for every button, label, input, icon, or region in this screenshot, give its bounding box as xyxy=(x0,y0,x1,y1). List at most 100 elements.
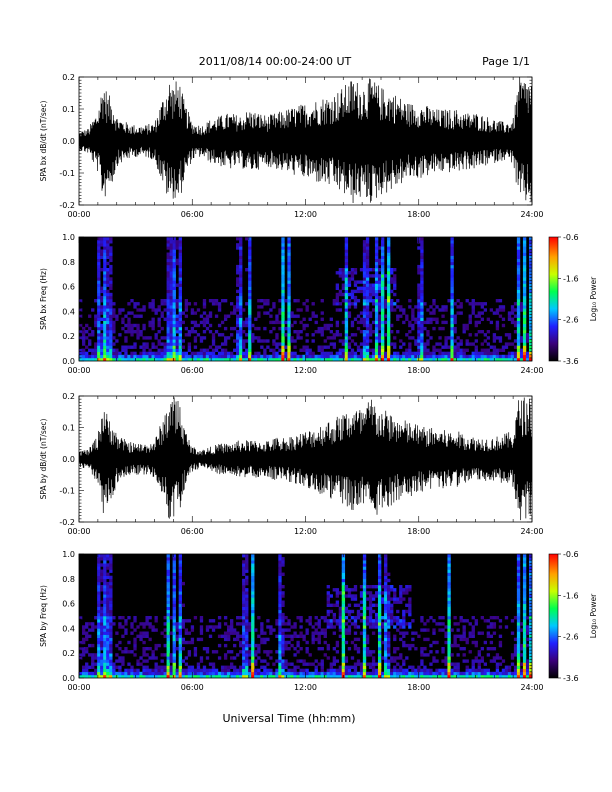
spectrogram-cell xyxy=(362,289,367,294)
spectrogram-cell xyxy=(278,628,282,632)
spectrogram-cell xyxy=(528,606,532,611)
spectrogram-cell xyxy=(350,357,355,361)
spectrogram-cell xyxy=(486,330,491,334)
spectrogram-cell xyxy=(326,326,330,331)
spectrogram-cell xyxy=(411,671,415,676)
spectrogram-cell xyxy=(145,634,149,638)
spectrogram-cell xyxy=(308,653,312,657)
spectrogram-cell xyxy=(278,647,282,651)
spectrogram-cell xyxy=(242,637,246,642)
spectrogram-cell xyxy=(432,659,436,663)
spectrogram-cell xyxy=(151,671,155,676)
spectrogram-cell xyxy=(97,557,101,561)
spectrogram-cell xyxy=(106,603,110,607)
spectrogram-cell xyxy=(245,653,249,657)
spectrogram-cell xyxy=(311,351,315,356)
spectrogram-cell xyxy=(178,662,182,666)
spectrogram-cell xyxy=(332,336,336,340)
spectrogram-cell xyxy=(474,323,478,328)
spectrogram-cell xyxy=(302,634,306,638)
spectrogram-cell xyxy=(248,255,252,259)
spectrogram-cell xyxy=(387,588,391,592)
spectrogram-cell xyxy=(254,336,258,340)
spectrogram-cell xyxy=(371,671,376,676)
spectrogram-cell xyxy=(344,674,349,678)
spectrogram-cell xyxy=(278,650,282,654)
spectrogram-cell xyxy=(239,305,243,309)
spectrogram-cell xyxy=(332,662,336,666)
spectrogram-cell xyxy=(377,357,382,361)
spectrogram-cell xyxy=(326,647,330,651)
spectrogram-cell xyxy=(109,674,113,678)
spectrogram-cell xyxy=(453,326,457,331)
spectrogram-cell xyxy=(362,628,367,632)
spectrogram-cell xyxy=(393,274,397,278)
spectrogram-cell xyxy=(504,625,509,629)
spectrogram-cell xyxy=(347,305,352,309)
spectrogram-cell xyxy=(263,299,267,303)
spectrogram-cell xyxy=(178,302,182,306)
spectrogram-cell xyxy=(236,323,240,328)
spectrogram-cell xyxy=(302,671,306,676)
spectrogram-cell xyxy=(456,653,460,657)
spectrogram-cell xyxy=(172,609,176,614)
spectrogram-cell xyxy=(384,351,388,356)
spectrogram-cell xyxy=(251,616,255,620)
spectrogram-cell xyxy=(317,631,321,635)
spectrogram-cell xyxy=(477,653,481,657)
spectrogram-cell xyxy=(362,258,367,263)
spectrogram-cell xyxy=(278,299,282,303)
spectrogram-cell xyxy=(489,616,494,620)
spectrogram-cell xyxy=(248,289,252,294)
spectrogram-cell xyxy=(166,566,170,570)
spectrogram-cell xyxy=(251,647,255,651)
spectrogram-cell xyxy=(468,671,472,676)
spectrogram-cell xyxy=(344,588,349,592)
spectrogram-cell xyxy=(492,616,497,620)
spectrogram-cell xyxy=(97,286,101,290)
spectrogram-cell xyxy=(205,320,210,325)
spectrogram-cell xyxy=(100,647,104,651)
spectrogram-cell xyxy=(522,286,527,290)
spectrogram-cell xyxy=(166,280,170,284)
spectrogram-cell xyxy=(420,659,424,663)
spectrogram-cell xyxy=(362,578,367,583)
spectrogram-cell xyxy=(193,647,198,651)
spectrogram-cell xyxy=(100,578,104,583)
spectrogram-cell xyxy=(528,575,532,580)
spectrogram-cell xyxy=(525,339,530,343)
spectrogram-cell xyxy=(211,342,216,346)
spectrogram-cell xyxy=(456,665,460,669)
spectrogram-cell xyxy=(251,656,255,660)
spectrogram-cell xyxy=(305,308,309,312)
spectrogram-cell xyxy=(290,674,294,678)
spectrogram-cell xyxy=(362,674,367,678)
spectrogram-cell xyxy=(453,348,457,352)
spectrogram-cell xyxy=(350,588,355,592)
spectrogram-cell xyxy=(516,566,521,570)
spectrogram-cell xyxy=(368,283,373,287)
spectrogram-cell xyxy=(260,665,264,669)
spectrogram-cell xyxy=(528,665,532,669)
spectrogram-cell xyxy=(492,333,497,337)
spectrogram-cell xyxy=(371,268,376,272)
spectrogram-cell xyxy=(362,299,367,303)
spectrogram-cell xyxy=(284,345,288,349)
spectrogram-cell xyxy=(365,357,370,361)
spectrogram-cell xyxy=(118,311,122,315)
spectrogram-cell xyxy=(100,255,104,259)
spectrogram-cell xyxy=(374,326,379,331)
spectrogram-cell xyxy=(278,665,282,669)
spectrogram-cell xyxy=(344,292,349,297)
spectrogram-cell xyxy=(160,326,164,331)
spectrogram-cell xyxy=(103,612,107,617)
spectrogram-cell xyxy=(381,305,385,309)
spectrogram-cell xyxy=(239,292,243,297)
spectrogram-cell xyxy=(172,591,176,595)
spectrogram-cell xyxy=(106,357,110,361)
spectrogram-cell xyxy=(365,619,370,623)
spectrogram-cell xyxy=(353,283,358,287)
spectrogram-cell xyxy=(172,662,176,666)
spectrogram-cell xyxy=(136,330,140,334)
spectrogram-cell xyxy=(97,302,101,306)
